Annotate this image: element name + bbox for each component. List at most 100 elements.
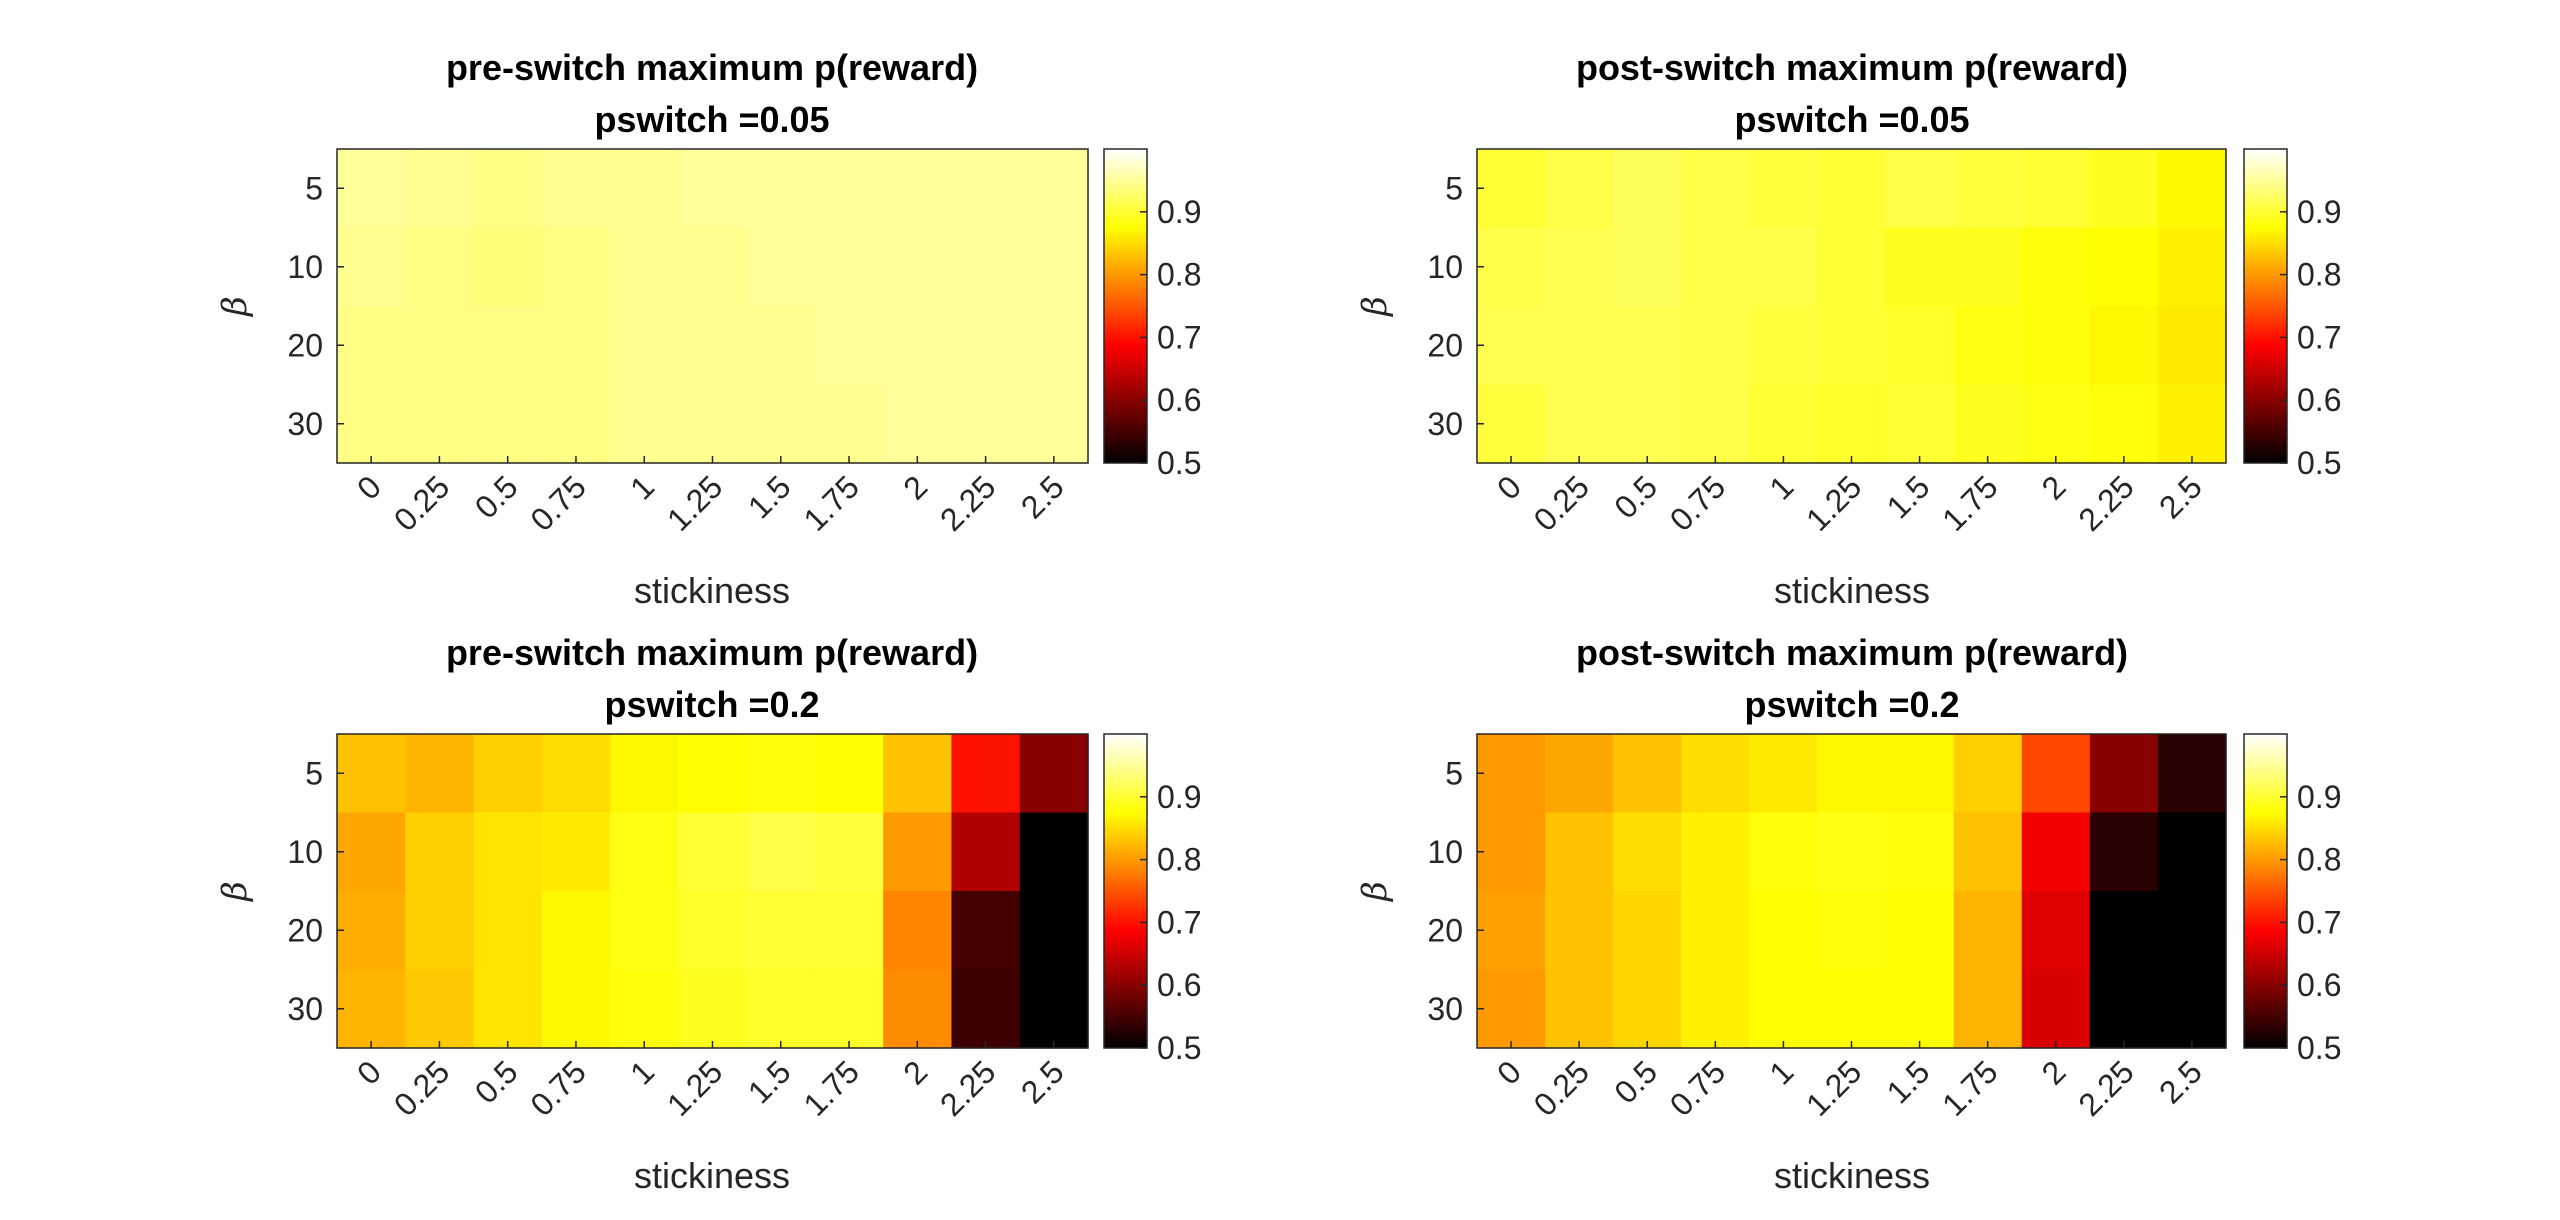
heatmap-cell [746, 149, 816, 229]
y-tick-label: 20 [287, 912, 323, 948]
heatmap-cell [1953, 384, 2023, 464]
heatmap-cell [951, 384, 1021, 464]
heatmap-cell [1885, 969, 1955, 1049]
heatmap-cell [473, 306, 543, 386]
x-tick-label: 0 [350, 1053, 388, 1091]
heatmap-cell [1019, 812, 1089, 892]
heatmap-cell [1019, 384, 1089, 464]
heatmap-cell [678, 734, 748, 814]
x-tick-label: 2.5 [2152, 468, 2209, 525]
heatmap-cells [337, 734, 1089, 1049]
heatmap-cell [1953, 969, 2023, 1049]
x-tick-label: 1.25 [660, 468, 729, 537]
heatmap-cell [541, 384, 611, 464]
y-axis-label: β [1355, 881, 1395, 903]
heatmap-cell [2089, 891, 2159, 971]
heatmap-panel-pre-switch-0-2: pre-switch maximum p(reward) pswitch =0.… [215, 632, 1201, 1196]
heatmap-cell [1749, 812, 1819, 892]
panel-title: pre-switch maximum p(reward) [446, 632, 978, 673]
colorbar-tick-label: 0.7 [2297, 319, 2341, 355]
y-tick-labels: 5 10 20 30 [1427, 170, 1484, 442]
x-tick-labels: 00.25 0.50.75 11.25 1.51.75 22.25 2.5 [350, 456, 1071, 538]
heatmap-cell [337, 812, 406, 892]
heatmap-cell [337, 384, 406, 464]
heatmap-cell [1613, 306, 1682, 386]
x-tick-label: 2.25 [2071, 468, 2140, 537]
x-tick-label: 0.25 [387, 1053, 456, 1122]
heatmap-cell [610, 384, 679, 464]
heatmap-cell [473, 969, 543, 1049]
heatmap-cell [1681, 812, 1750, 892]
y-tick-label: 20 [1427, 327, 1463, 363]
heatmap-cell [1477, 306, 1546, 386]
heatmap-cell [1885, 149, 1955, 229]
heatmap-cell [814, 969, 884, 1049]
x-tick-label: 1.5 [1880, 1053, 1937, 1110]
x-tick-labels: 00.25 0.50.75 11.25 1.51.75 22.25 2.5 [1490, 456, 2209, 538]
heatmap-cell [883, 812, 953, 892]
heatmap-cell [1817, 734, 1887, 814]
colorbar-tick-labels: 0.5 0.6 0.7 0.8 0.9 [2280, 779, 2341, 1066]
heatmap-cell [1477, 969, 1546, 1049]
heatmap-cell [1477, 812, 1546, 892]
heatmap-cell [1545, 734, 1614, 814]
heatmap-cell [541, 969, 611, 1049]
x-axis-label: stickiness [1774, 1155, 1930, 1196]
heatmap-cell [1477, 384, 1546, 464]
colorbar-tick-label: 0.7 [1157, 319, 1201, 355]
y-tick-label: 30 [1427, 406, 1463, 442]
heatmap-cell [1953, 306, 2023, 386]
heatmap-cell [541, 149, 611, 229]
heatmap-cell [1817, 812, 1887, 892]
colorbar-tick-labels: 0.5 0.6 0.7 0.8 0.9 [1140, 194, 1201, 481]
colorbar-tick-labels: 0.5 0.6 0.7 0.8 0.9 [1140, 779, 1201, 1066]
heatmap-cell [2157, 734, 2227, 814]
heatmap-cell [1749, 734, 1819, 814]
colorbar-tick-label: 0.7 [1157, 904, 1201, 940]
heatmap-cell [1817, 306, 1887, 386]
heatmap-cell [678, 891, 748, 971]
heatmap-cell [678, 812, 748, 892]
x-tick-label: 1.75 [1935, 468, 2004, 537]
colorbar-tick-label: 0.9 [1157, 194, 1201, 230]
heatmap-cell [1613, 149, 1682, 229]
heatmap-cell [814, 891, 884, 971]
panel-subtitle: pswitch =0.2 [604, 684, 819, 725]
heatmap-cell [1019, 969, 1089, 1049]
heatmap-cell [678, 306, 748, 386]
colorbar-tick-label: 0.5 [2297, 445, 2341, 481]
heatmap-cell [1749, 969, 1819, 1049]
heatmap-cell [678, 384, 748, 464]
y-tick-label: 30 [287, 406, 323, 442]
heatmap-cell [1477, 149, 1546, 229]
heatmap-cell [814, 812, 884, 892]
heatmap-cell [1885, 734, 1955, 814]
heatmap-cell [337, 227, 406, 307]
x-tick-label: 1.75 [1935, 1053, 2004, 1122]
heatmap-cell [883, 306, 953, 386]
x-tick-label: 0.25 [1527, 468, 1596, 537]
y-axis-label: β [1355, 296, 1395, 318]
colorbar [2243, 148, 2288, 464]
heatmap-cell [337, 734, 406, 814]
colorbar-tick-label: 0.5 [1157, 445, 1201, 481]
heatmap-cell [337, 969, 406, 1049]
y-tick-label: 5 [305, 170, 323, 206]
heatmap-cell [883, 969, 953, 1049]
colorbar-tick-label: 0.6 [2297, 967, 2341, 1003]
heatmap-cell [405, 891, 475, 971]
heatmap-cell [1817, 384, 1887, 464]
heatmap-cell [2157, 891, 2227, 971]
heatmap-cell [2157, 969, 2227, 1049]
heatmap-cell [1613, 969, 1682, 1049]
heatmap-cell [541, 306, 611, 386]
heatmap-cell [1613, 812, 1682, 892]
heatmap-cell [1613, 384, 1682, 464]
heatmap-cell [1613, 227, 1682, 307]
x-tick-label: 1.5 [741, 1053, 798, 1110]
heatmap-cell [337, 149, 406, 229]
heatmap-cell [746, 891, 816, 971]
y-axis-label: β [215, 296, 255, 318]
heatmap-cell [1019, 227, 1089, 307]
heatmap-cell [473, 227, 543, 307]
